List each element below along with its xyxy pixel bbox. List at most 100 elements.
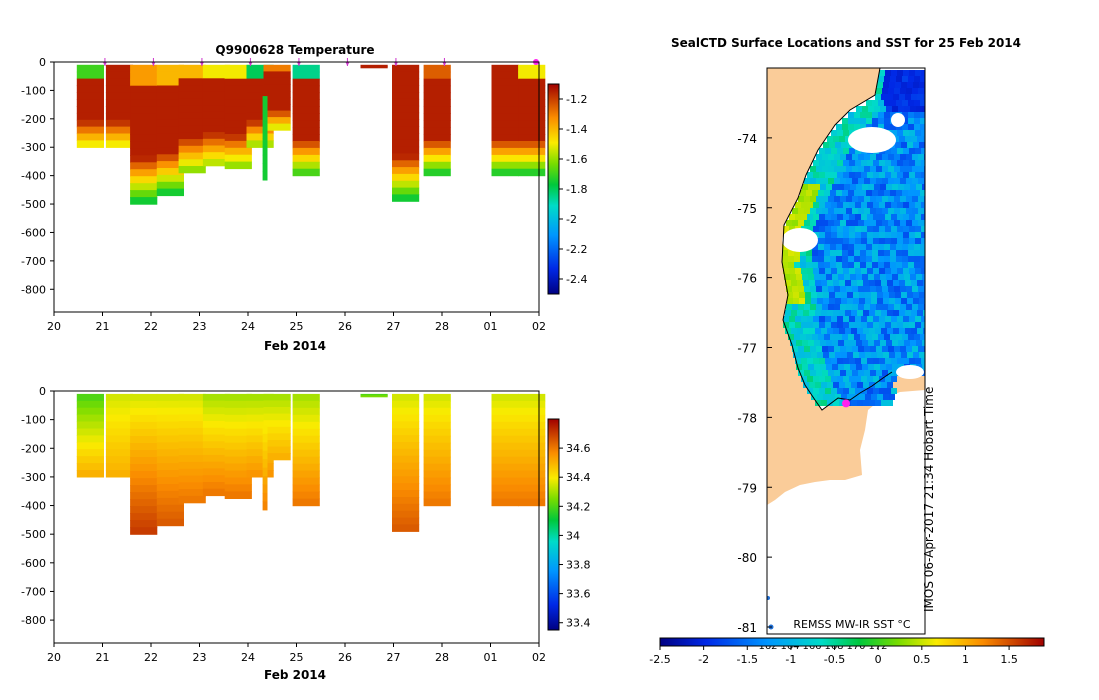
profile-cell [392, 510, 420, 519]
profile-cell [246, 71, 274, 80]
sst-cell [816, 208, 822, 214]
sst-cell [813, 226, 819, 232]
profile-cell [156, 119, 184, 128]
profile-cell [202, 475, 231, 483]
sst-cell [861, 214, 867, 220]
profile-cell [224, 85, 252, 94]
sst-cell [856, 184, 862, 190]
sst-cell [823, 394, 829, 400]
sst-cell [873, 202, 879, 208]
profile-cell [423, 113, 451, 121]
profile-cell [224, 400, 252, 409]
colorbar-tick-label: 33.8 [566, 559, 591, 572]
sst-cell [905, 136, 911, 142]
sst-cell [834, 286, 840, 292]
sst-cell [816, 286, 822, 292]
sst-cell [830, 334, 836, 340]
profile-cell [246, 119, 274, 128]
sst-cell [848, 124, 854, 130]
sst-cell [864, 304, 870, 310]
profile-cell [262, 163, 268, 173]
profile-cell [224, 421, 252, 430]
profile-cell [392, 462, 420, 471]
sst-cell [908, 76, 914, 82]
profile-cell [246, 64, 274, 73]
sst-cell [891, 214, 897, 220]
sst-cell [834, 208, 840, 214]
profile-cell [423, 421, 451, 430]
sst-cell [824, 262, 830, 268]
profile-cell [491, 463, 519, 472]
sst-cell [833, 400, 839, 406]
sst-cell [818, 250, 824, 256]
profile-cell [130, 155, 158, 163]
profile-cell [202, 111, 231, 120]
profile-cell [178, 118, 206, 127]
profile-cell [224, 113, 252, 121]
profile-cell [130, 106, 158, 115]
sst-cell [858, 154, 864, 160]
sst-cell [833, 382, 839, 388]
sst-cell [840, 304, 846, 310]
sst-cell [819, 238, 825, 244]
profile-cell [202, 125, 231, 133]
sst-cell [816, 178, 822, 184]
sst-cell [872, 124, 878, 130]
sst-cell [813, 202, 819, 208]
sst-cell [836, 244, 842, 250]
sst-cell [795, 214, 801, 220]
sst-cell [810, 166, 816, 172]
sst-cell [881, 94, 887, 100]
profile-cell [423, 99, 451, 107]
profile-cell [224, 92, 252, 100]
sst-cell [791, 280, 797, 286]
sst-cell [831, 376, 837, 382]
profile-cell [292, 154, 320, 163]
sst-cell [837, 232, 843, 238]
sst-cell [851, 310, 857, 316]
profile-cell [292, 113, 320, 121]
sst-cell [882, 88, 888, 94]
sst-cell [809, 382, 815, 388]
profile-cell [491, 99, 519, 107]
sst-cell [867, 322, 873, 328]
sst-cell [861, 160, 867, 166]
ctd-location-marker [842, 399, 850, 408]
sst-cell [829, 352, 835, 358]
sst-cell [867, 376, 873, 382]
sst-cell [853, 352, 859, 358]
sst-cell [863, 280, 869, 286]
sst-cell [864, 220, 870, 226]
sst-cell [831, 172, 837, 178]
sst-cell [855, 160, 861, 166]
profile-cell [263, 420, 291, 428]
sst-cell [909, 232, 915, 238]
sst-cell [915, 70, 921, 76]
sst-cell [798, 304, 804, 310]
profile-cell [130, 407, 158, 416]
y-tick-label: -400 [21, 500, 46, 513]
profile-cell [392, 421, 420, 429]
profile-cell [360, 395, 388, 398]
sst-cell [876, 178, 882, 184]
sst-cell [914, 244, 920, 250]
sst-cell [809, 328, 815, 334]
sst-cell [904, 184, 910, 190]
profile-cell [292, 161, 320, 170]
sst-cell [855, 238, 861, 244]
sst-cell [906, 178, 912, 184]
profile-cell [130, 464, 158, 472]
sst-cell [820, 184, 826, 190]
profile-cell [130, 457, 158, 465]
profile-cell [491, 106, 519, 114]
profile-cell [105, 407, 134, 416]
profile-cell [178, 441, 206, 449]
sst-cell [788, 262, 794, 268]
sst-cell [824, 256, 830, 262]
profile-cell [423, 120, 451, 128]
profile-cell [156, 113, 184, 121]
sst-cell [884, 250, 890, 256]
sst-cell [848, 250, 854, 256]
sst-cell [897, 160, 903, 166]
sst-cell [874, 184, 880, 190]
